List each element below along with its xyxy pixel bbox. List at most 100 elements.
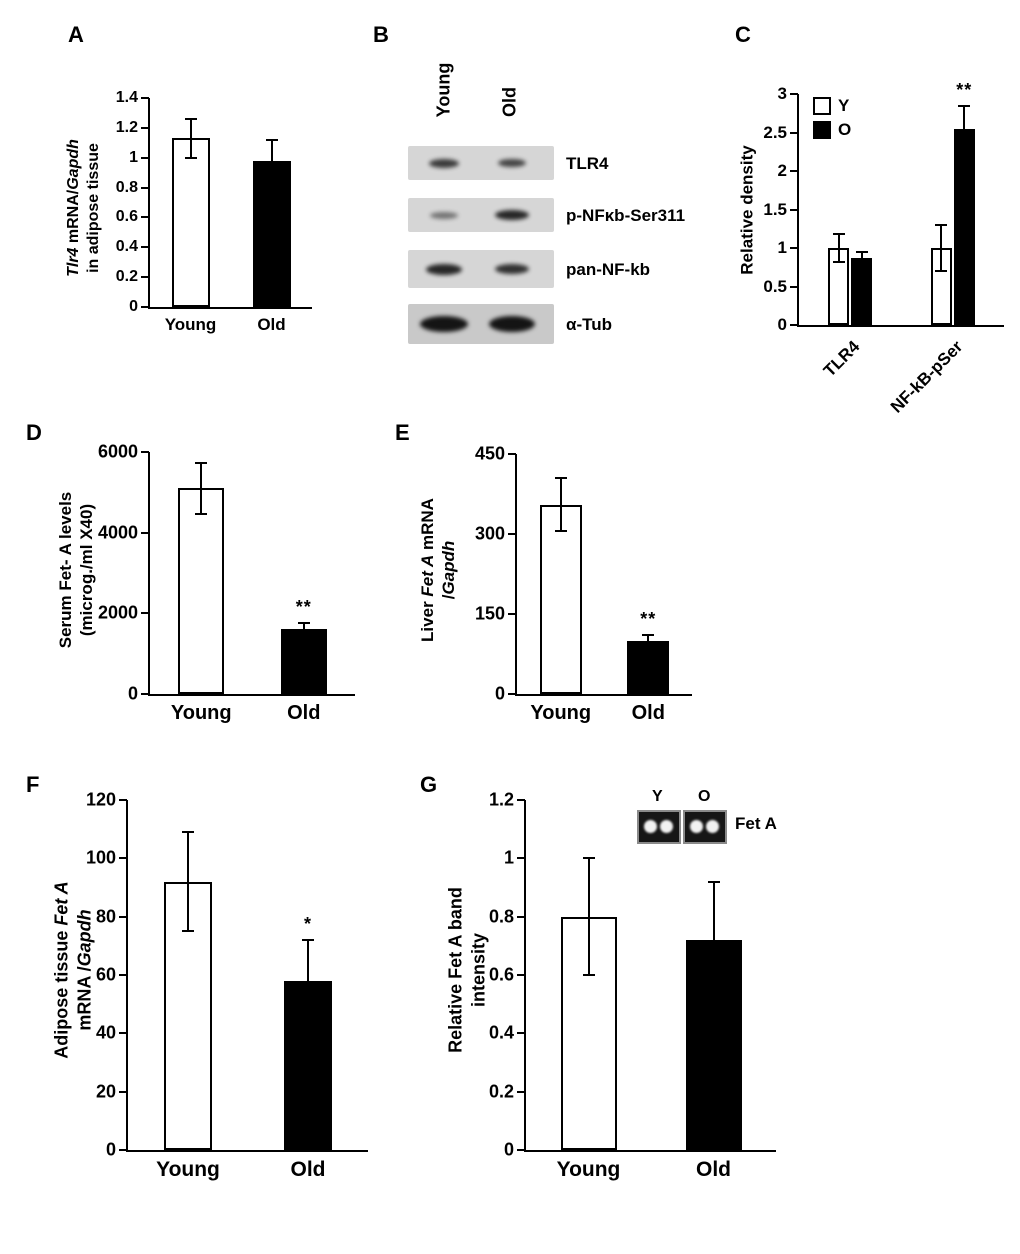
chart-d-plot: 0 2000 4000 6000 ** Young Old bbox=[98, 442, 355, 724]
chart-e-y-axis-label: Liver Fet A mRNA/Gapdh bbox=[417, 498, 458, 642]
y-tick bbox=[141, 306, 149, 308]
panel-a: A Tlr4 mRNA/Gapdh in adipose tissue 0 0.2 0… bbox=[40, 18, 350, 388]
inset-label-y: Y bbox=[652, 788, 663, 805]
y-tick bbox=[790, 208, 798, 211]
y-tick bbox=[508, 533, 516, 535]
blot-strip-p-nfkb-ser311 bbox=[408, 198, 554, 232]
error-bar bbox=[587, 858, 590, 975]
error-bar-cap bbox=[935, 223, 948, 226]
y-tick bbox=[517, 1149, 525, 1151]
x-category-label: NF-kB-pSer bbox=[886, 337, 967, 417]
panel-letter-g: G bbox=[420, 772, 438, 797]
y-tick bbox=[141, 246, 149, 249]
y-tick-label: 0.4 bbox=[488, 1022, 514, 1043]
y-tick bbox=[141, 186, 149, 189]
blot-row-label-pan-nfkb: pan-NF-kb bbox=[566, 260, 651, 279]
error-bar-cap bbox=[182, 930, 194, 933]
y-tick bbox=[119, 915, 127, 918]
blot-strip-tlr4 bbox=[408, 146, 554, 180]
chart-f-plot: 0 20 40 60 80 100 120 * Young Old bbox=[86, 790, 368, 1181]
y-tick bbox=[119, 1090, 127, 1093]
y-tick bbox=[517, 857, 525, 860]
blot-column-label-young: Young bbox=[433, 62, 454, 118]
y-tick-label: 1.4 bbox=[115, 89, 138, 106]
legend-swatch bbox=[813, 97, 831, 115]
y-tick-label: 0.4 bbox=[115, 238, 138, 256]
y-tick-label: 1 bbox=[503, 847, 514, 868]
error-bar bbox=[270, 139, 273, 182]
y-tick bbox=[517, 915, 525, 918]
error-bar bbox=[940, 224, 943, 272]
error-bar-cap bbox=[184, 156, 197, 159]
blot-row-label-p-nfkb-ser311: p-NFκb-Ser311 bbox=[566, 206, 686, 225]
blot-band bbox=[429, 158, 459, 168]
panel-c: C Relative density 0 0.5 1 1.5 2 2.5 3 ** TLR4 NF… bbox=[725, 18, 1020, 438]
error-bar bbox=[559, 478, 562, 532]
chart-g-y-axis-label: Relative Fet A band intensity bbox=[445, 887, 489, 1053]
y-tick bbox=[141, 156, 149, 159]
significance-marker: * bbox=[303, 914, 313, 934]
legend-label: O bbox=[838, 120, 852, 139]
panel-letter-c: C bbox=[735, 22, 751, 47]
error-bar-cap bbox=[707, 997, 720, 1000]
x-category-label: Old bbox=[290, 1158, 326, 1181]
x-category-label: TLR4 bbox=[820, 337, 864, 381]
blot-band bbox=[420, 316, 468, 332]
y-tick-label: 1.2 bbox=[115, 118, 138, 136]
y-tick bbox=[141, 216, 149, 219]
panel-letter-f: F bbox=[26, 772, 40, 797]
blot-band bbox=[430, 211, 458, 219]
dot-blot-cell-young bbox=[637, 810, 681, 844]
bar bbox=[252, 160, 291, 307]
error-bar bbox=[647, 635, 650, 646]
error-bar bbox=[189, 118, 192, 158]
error-bar-cap bbox=[642, 634, 655, 637]
dot-blot-cell-old bbox=[683, 810, 727, 844]
y-tick-label: 4000 bbox=[97, 522, 138, 543]
chart-c-y-axis-label: Relative density bbox=[737, 145, 757, 275]
legend-item: O bbox=[813, 120, 851, 140]
y-tick-label: 1.5 bbox=[763, 199, 787, 219]
panel-letter-e: E bbox=[395, 420, 410, 445]
error-bar-cap bbox=[582, 974, 595, 976]
y-tick-label: 300 bbox=[474, 523, 505, 544]
blot-band bbox=[495, 264, 529, 274]
error-bar-cap bbox=[832, 233, 845, 236]
y-tick-label: 1 bbox=[129, 148, 138, 166]
error-bar-cap bbox=[582, 857, 595, 860]
y-tick bbox=[517, 1032, 525, 1035]
x-category-label: Young bbox=[170, 702, 232, 724]
y-tick bbox=[119, 799, 127, 801]
panel-d: D Serum Fet- A levels (microg./ml X40) 0 2… bbox=[18, 418, 383, 758]
chart-g-plot: 0 0.2 0.4 0.6 0.8 1 1.2 Young Old bbox=[489, 790, 776, 1181]
error-bar bbox=[302, 623, 305, 636]
y-tick-label: 40 bbox=[95, 1022, 116, 1043]
blot-strip-pan-nfkb bbox=[408, 250, 554, 288]
y-tick-label: 6000 bbox=[97, 441, 138, 462]
panel-letter-d: D bbox=[26, 420, 42, 445]
y-tick bbox=[141, 531, 149, 534]
error-bar-cap bbox=[958, 150, 971, 153]
error-bar bbox=[712, 881, 715, 999]
panel-e: E Liver Fet A mRNA/Gapdh 0 150 300 450 ** You… bbox=[390, 418, 720, 758]
bar bbox=[171, 138, 210, 307]
y-tick bbox=[790, 285, 798, 288]
y-tick bbox=[141, 612, 149, 615]
y-tick-label: 0 bbox=[129, 298, 138, 315]
x-category-label: Young bbox=[556, 1158, 621, 1181]
panel-letter-a: A bbox=[68, 22, 84, 47]
x-category-label: Old bbox=[696, 1158, 731, 1181]
y-tick-label: 450 bbox=[474, 443, 505, 464]
fet-a-dot-blot-inset: Y O Fet A bbox=[637, 788, 847, 852]
chart-e-plot: 0 150 300 450 ** Young Old bbox=[475, 444, 692, 724]
error-bar-cap bbox=[265, 138, 278, 141]
y-tick bbox=[141, 126, 149, 129]
significance-marker: ** bbox=[640, 609, 657, 630]
error-bar-cap bbox=[554, 530, 567, 533]
error-bar bbox=[860, 251, 863, 265]
panel-letter-b: B bbox=[373, 22, 389, 47]
y-tick bbox=[141, 693, 149, 695]
error-bar-cap bbox=[184, 117, 197, 120]
